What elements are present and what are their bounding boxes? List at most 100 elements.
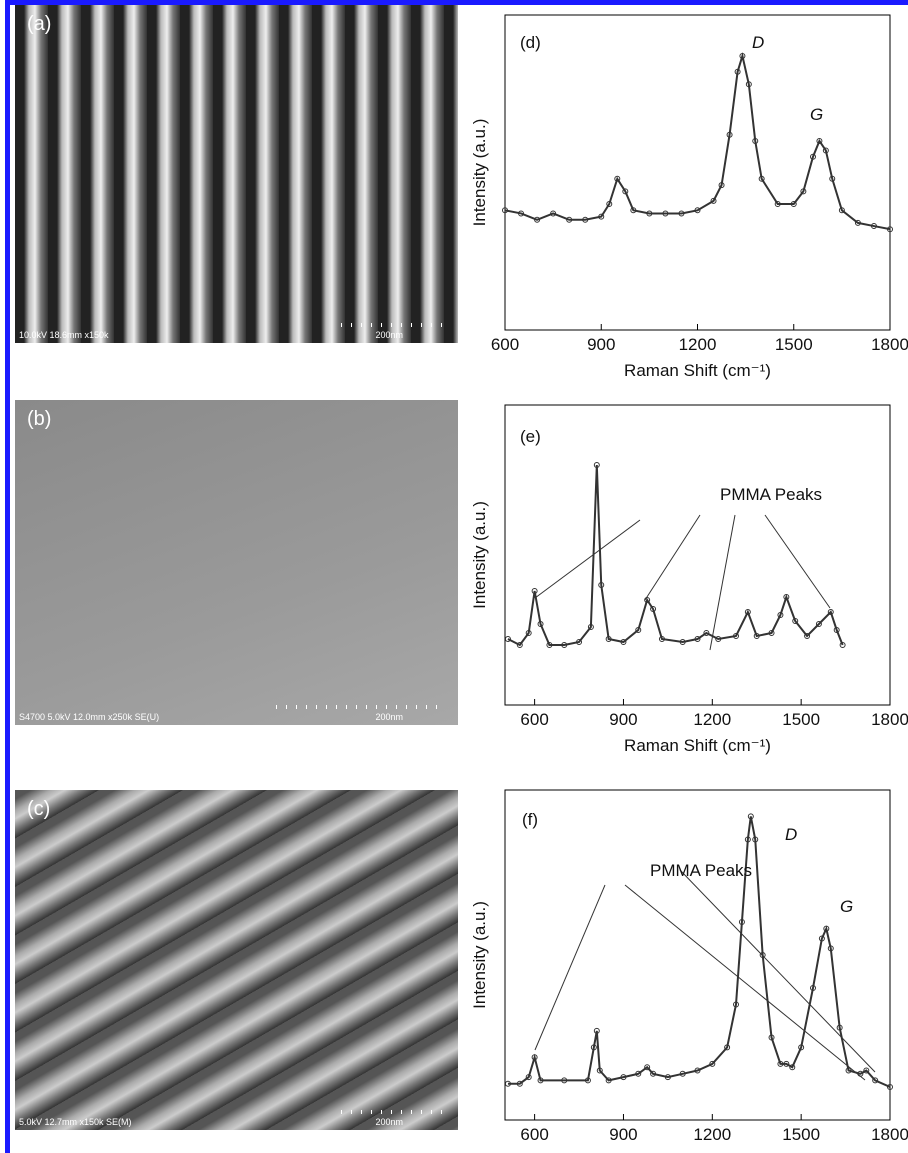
x-tick-label: 900 [587, 335, 615, 354]
data-point [518, 210, 525, 217]
pointer [534, 884, 606, 1051]
pointer [764, 514, 831, 609]
data-point [582, 216, 589, 223]
data-point [724, 1044, 731, 1051]
data-point [829, 175, 836, 182]
data-point [738, 919, 745, 925]
data-point [798, 1044, 805, 1051]
plot-frame [504, 14, 891, 331]
data-point [744, 836, 751, 843]
x-tick-label: 900 [609, 710, 637, 729]
data-point [827, 609, 834, 615]
spectrum-line [507, 464, 844, 647]
data-point [752, 138, 759, 144]
data-point [635, 1070, 642, 1077]
data-point [709, 1060, 716, 1067]
data-point [838, 207, 845, 214]
panel-label: (a) [27, 13, 52, 35]
data-point [810, 985, 816, 991]
data-point [739, 52, 746, 59]
data-point [593, 1027, 600, 1034]
panel-label: (e) [520, 427, 541, 446]
data-point [605, 636, 612, 642]
data-point [662, 210, 669, 217]
scale-label: 200nm [375, 330, 403, 340]
data-point [561, 642, 568, 648]
data-point [726, 131, 733, 138]
data-point [620, 639, 627, 645]
data-point [887, 1084, 893, 1090]
data-point [710, 197, 717, 204]
data-point [646, 210, 653, 217]
panel-label: (f) [522, 810, 538, 829]
data-point [887, 226, 893, 233]
data-point [531, 1054, 538, 1061]
pointer [644, 514, 701, 601]
data-point [534, 216, 541, 223]
data-point [694, 1067, 701, 1074]
data-point [789, 1064, 796, 1071]
data-point [598, 213, 605, 220]
x-tick-label: 1200 [693, 710, 731, 729]
x-tick-label: 1800 [871, 1125, 908, 1144]
data-point [576, 639, 583, 645]
data-point [504, 636, 511, 642]
data-point [845, 1067, 852, 1074]
data-point [679, 639, 686, 645]
y-axis-label: Intensity (a.u.) [470, 501, 489, 609]
data-point [504, 1080, 511, 1087]
data-point [606, 201, 613, 207]
data-point [768, 1034, 775, 1041]
data-point [561, 1077, 568, 1084]
data-point [650, 606, 657, 612]
sem-image: (a) 10.0kV 18.6mm x150k 200nm [15, 5, 458, 343]
data-point [818, 935, 825, 942]
plot-frame [504, 789, 891, 1121]
data-point [804, 633, 811, 639]
pointer [709, 514, 736, 651]
data-point [823, 925, 830, 932]
data-point [622, 188, 629, 195]
caption: 10.0kV 18.6mm x150k [19, 330, 109, 340]
data-point [620, 1074, 627, 1081]
annotation: PMMA Peaks [650, 861, 752, 880]
panel-label: (c) [27, 798, 51, 820]
data-point [516, 642, 523, 648]
data-point [747, 813, 754, 820]
data-point [870, 223, 877, 230]
data-point [516, 1080, 523, 1087]
data-point [836, 1024, 843, 1031]
annotation: D [785, 825, 797, 844]
data-point [584, 1077, 591, 1084]
data-point [733, 633, 739, 639]
data-point [525, 630, 532, 636]
data-point [650, 1070, 657, 1077]
data-point [783, 594, 790, 600]
x-tick-label: 1500 [782, 710, 820, 729]
x-tick-label: 900 [609, 1125, 637, 1144]
scale-bar [276, 705, 446, 709]
data-point [863, 1067, 870, 1074]
caption: 5.0kV 12.7mm x150k SE(M) [19, 1117, 132, 1127]
data-point [733, 1001, 739, 1008]
data-point [857, 1070, 864, 1077]
annotation: G [810, 105, 823, 124]
data-point [644, 1064, 651, 1071]
x-tick-label: 1200 [679, 335, 717, 354]
data-point [596, 1067, 603, 1074]
border-top [5, 0, 908, 5]
data-point [777, 612, 784, 618]
data-point [758, 175, 765, 182]
border-left [5, 0, 10, 1153]
data-point [815, 621, 822, 627]
data-point [605, 1077, 612, 1084]
x-tick-label: 600 [520, 710, 548, 729]
sem-image: (b) S4700 5.0kV 12.0mm x250k SE(U) 200nm [15, 400, 458, 725]
x-tick-label: 1500 [775, 335, 813, 354]
data-point [777, 1060, 784, 1067]
data-point [872, 1077, 879, 1084]
plot-frame [504, 404, 891, 706]
data-point [745, 81, 752, 88]
x-tick-label: 1800 [871, 710, 908, 729]
